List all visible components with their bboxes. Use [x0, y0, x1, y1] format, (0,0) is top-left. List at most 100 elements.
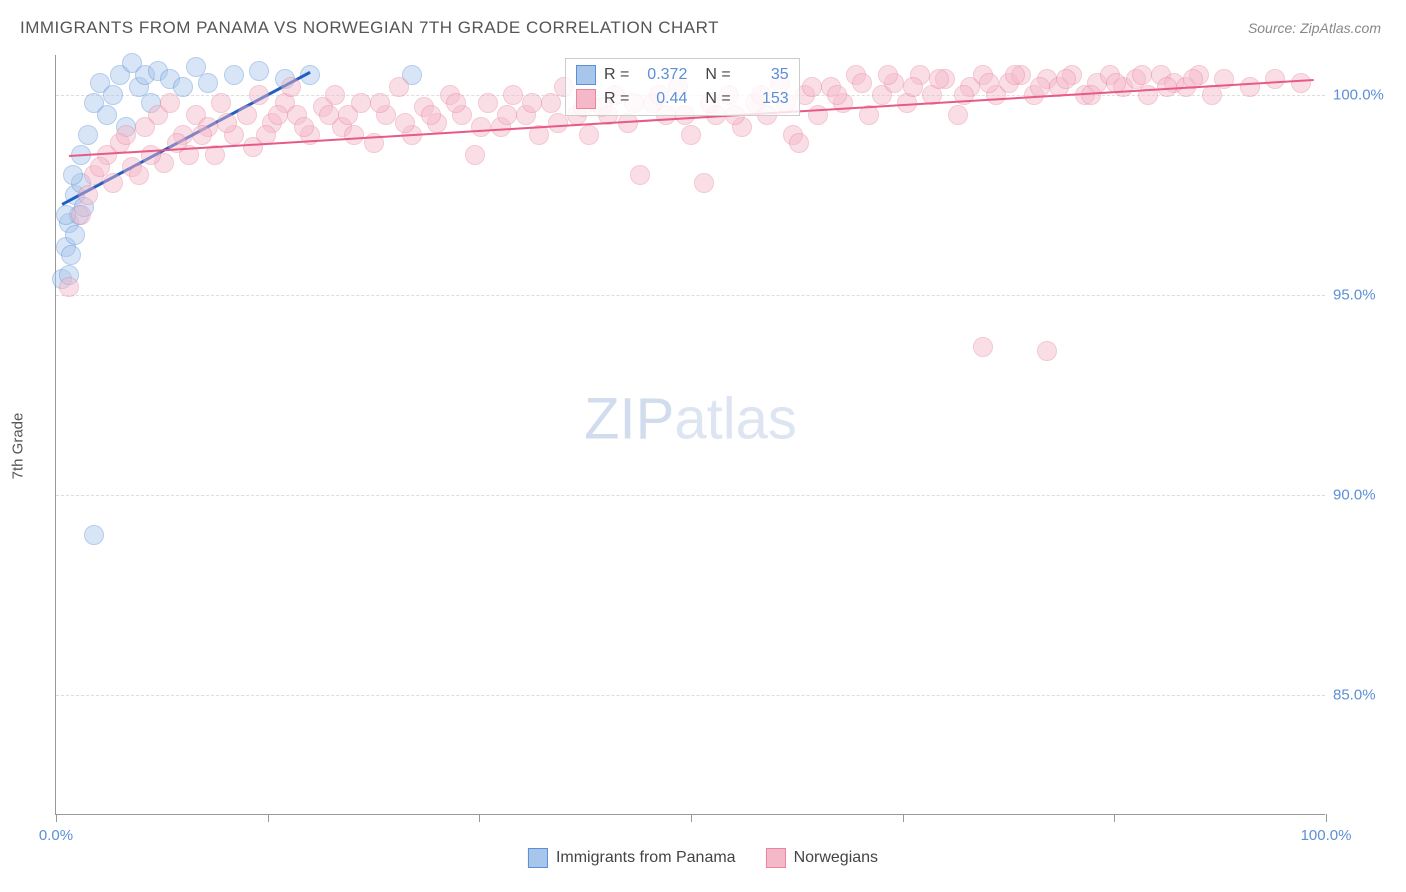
n-label-2: N = — [705, 90, 730, 108]
xtick — [268, 814, 269, 822]
data-point — [97, 105, 117, 125]
data-point — [395, 113, 415, 133]
data-point — [294, 117, 314, 137]
ytick-label: 100.0% — [1333, 87, 1398, 104]
data-point — [198, 73, 218, 93]
data-point — [465, 145, 485, 165]
data-point — [160, 93, 180, 113]
data-point — [103, 173, 123, 193]
n-value-2: 153 — [739, 90, 789, 108]
data-point — [630, 165, 650, 185]
data-point — [1030, 77, 1050, 97]
data-point — [852, 73, 872, 93]
data-point — [59, 277, 79, 297]
legend-swatch-2 — [576, 89, 596, 109]
data-point — [681, 125, 701, 145]
xtick-label: 100.0% — [1301, 827, 1352, 844]
data-point — [948, 105, 968, 125]
data-point — [789, 133, 809, 153]
plot-area: ZIPatlas 85.0%90.0%95.0%100.0%0.0%100.0% — [55, 55, 1325, 815]
data-point — [1056, 69, 1076, 89]
bottom-swatch-1 — [528, 848, 548, 868]
ytick-label: 90.0% — [1333, 487, 1398, 504]
data-point — [370, 93, 390, 113]
data-point — [389, 77, 409, 97]
bottom-legend-item-2: Norwegians — [766, 848, 878, 868]
source-attribution: Source: ZipAtlas.com — [1248, 20, 1381, 36]
bottom-legend: Immigrants from Panama Norwegians — [528, 848, 878, 868]
legend-swatch-1 — [576, 65, 596, 85]
data-point — [211, 93, 231, 113]
data-point — [63, 165, 83, 185]
data-point — [141, 145, 161, 165]
data-point — [802, 77, 822, 97]
data-point — [973, 337, 993, 357]
data-point — [61, 245, 81, 265]
data-point — [929, 69, 949, 89]
data-point — [319, 105, 339, 125]
data-point — [1005, 65, 1025, 85]
bottom-legend-item-1: Immigrants from Panama — [528, 848, 736, 868]
xtick — [1326, 814, 1327, 822]
data-point — [78, 125, 98, 145]
data-point — [268, 105, 288, 125]
data-point — [478, 93, 498, 113]
data-point — [903, 77, 923, 97]
data-point — [217, 113, 237, 133]
bottom-label-2: Norwegians — [794, 849, 878, 867]
gridline — [56, 695, 1325, 696]
ytick-label: 85.0% — [1333, 687, 1398, 704]
data-point — [192, 125, 212, 145]
data-point — [446, 93, 466, 113]
r-value-1: 0.372 — [637, 66, 687, 84]
data-point — [103, 85, 123, 105]
r-value-2: 0.44 — [637, 90, 687, 108]
gridline — [56, 295, 1325, 296]
y-axis-label: 7th Grade — [10, 413, 27, 480]
gridline — [56, 495, 1325, 496]
ytick-label: 95.0% — [1333, 287, 1398, 304]
data-point — [541, 93, 561, 113]
xtick — [1114, 814, 1115, 822]
correlation-legend: R = 0.372 N = 35 R = 0.44 N = 153 — [565, 58, 800, 116]
data-point — [344, 125, 364, 145]
chart-title: IMMIGRANTS FROM PANAMA VS NORWEGIAN 7TH … — [20, 18, 719, 38]
data-point — [471, 117, 491, 137]
data-point — [522, 93, 542, 113]
data-point — [224, 65, 244, 85]
data-point — [1037, 341, 1057, 361]
xtick — [691, 814, 692, 822]
data-point — [1265, 69, 1285, 89]
data-point — [325, 85, 345, 105]
n-label-1: N = — [705, 66, 730, 84]
data-point — [351, 93, 371, 113]
data-point — [1291, 73, 1311, 93]
watermark-bold: ZIP — [584, 387, 674, 452]
data-point — [579, 125, 599, 145]
data-point — [65, 225, 85, 245]
legend-row-2: R = 0.44 N = 153 — [576, 87, 789, 111]
data-point — [694, 173, 714, 193]
data-point — [237, 105, 257, 125]
data-point — [503, 85, 523, 105]
xtick — [903, 814, 904, 822]
r-label-1: R = — [604, 66, 629, 84]
data-point — [548, 113, 568, 133]
xtick — [56, 814, 57, 822]
data-point — [979, 73, 999, 93]
data-point — [78, 185, 98, 205]
xtick-label: 0.0% — [39, 827, 73, 844]
data-point — [71, 205, 91, 225]
data-point — [116, 125, 136, 145]
n-value-1: 35 — [739, 66, 789, 84]
r-label-2: R = — [604, 90, 629, 108]
chart-container: IMMIGRANTS FROM PANAMA VS NORWEGIAN 7TH … — [0, 0, 1406, 892]
bottom-swatch-2 — [766, 848, 786, 868]
legend-row-1: R = 0.372 N = 35 — [576, 63, 789, 87]
data-point — [497, 105, 517, 125]
xtick — [479, 814, 480, 822]
data-point — [249, 85, 269, 105]
data-point — [1240, 77, 1260, 97]
watermark-light: atlas — [674, 387, 797, 452]
data-point — [421, 105, 441, 125]
